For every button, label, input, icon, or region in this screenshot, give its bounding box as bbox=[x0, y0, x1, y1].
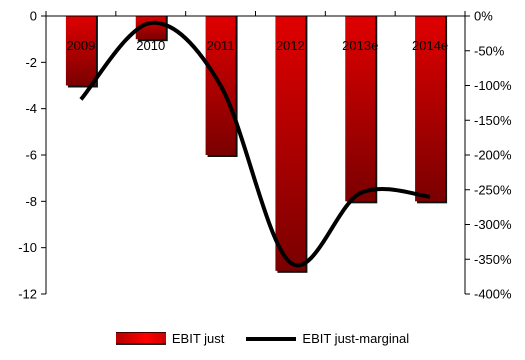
y-left-tick-label: -12 bbox=[18, 287, 37, 302]
axes-layer: 0 -2 -4 -6 -8 -10 -12 0% -50% -100% -150% -200% -250… bbox=[18, 9, 512, 302]
legend-line-swatch bbox=[246, 336, 297, 341]
legend-line-label: EBIT just-marginal bbox=[302, 331, 410, 346]
y-right-tick-label: -350% bbox=[474, 252, 512, 267]
legend: EBIT just EBIT just-marginal bbox=[0, 331, 525, 346]
y-left-tick-label: -8 bbox=[25, 194, 37, 209]
bar bbox=[275, 16, 306, 271]
x-category-label: 2013e bbox=[342, 38, 378, 53]
legend-bar-swatch bbox=[115, 332, 166, 345]
y-left-tick-label: -10 bbox=[18, 240, 37, 255]
legend-bar-label: EBIT just bbox=[171, 331, 225, 346]
y-right-tick-label: -200% bbox=[474, 148, 512, 163]
y-right-tick-label: 0% bbox=[474, 9, 493, 24]
y-right-tick-label: -250% bbox=[474, 182, 512, 197]
y-right-tick-label: -150% bbox=[474, 113, 512, 128]
y-right-tick-label: -50% bbox=[474, 43, 505, 58]
series-line bbox=[79, 20, 431, 268]
legend-item-bar: EBIT just bbox=[115, 331, 225, 346]
x-category-label: 2009 bbox=[66, 38, 95, 53]
bar bbox=[345, 16, 376, 202]
y-left-tick-label: -4 bbox=[25, 101, 37, 116]
bars-layer bbox=[65, 16, 448, 273]
x-category-label: 2014e bbox=[412, 38, 448, 53]
x-category-label: 2012 bbox=[276, 38, 305, 53]
category-labels: 2009 2010 2011 2012 2013e 2014e bbox=[66, 38, 448, 53]
line-layer bbox=[79, 20, 431, 268]
bar bbox=[415, 16, 446, 202]
legend-item-line: EBIT just-marginal bbox=[246, 331, 409, 346]
x-category-label: 2011 bbox=[207, 38, 235, 53]
y-left-tick-label: 0 bbox=[30, 9, 37, 24]
y-right-tick-label: -100% bbox=[474, 78, 512, 93]
y-right-tick-label: -400% bbox=[474, 287, 512, 302]
x-category-label: 2010 bbox=[136, 38, 165, 53]
y-right-tick-label: -300% bbox=[474, 217, 512, 232]
bar bbox=[65, 16, 96, 86]
y-left-tick-label: -2 bbox=[25, 55, 37, 70]
y-left-tick-label: -6 bbox=[25, 148, 37, 163]
